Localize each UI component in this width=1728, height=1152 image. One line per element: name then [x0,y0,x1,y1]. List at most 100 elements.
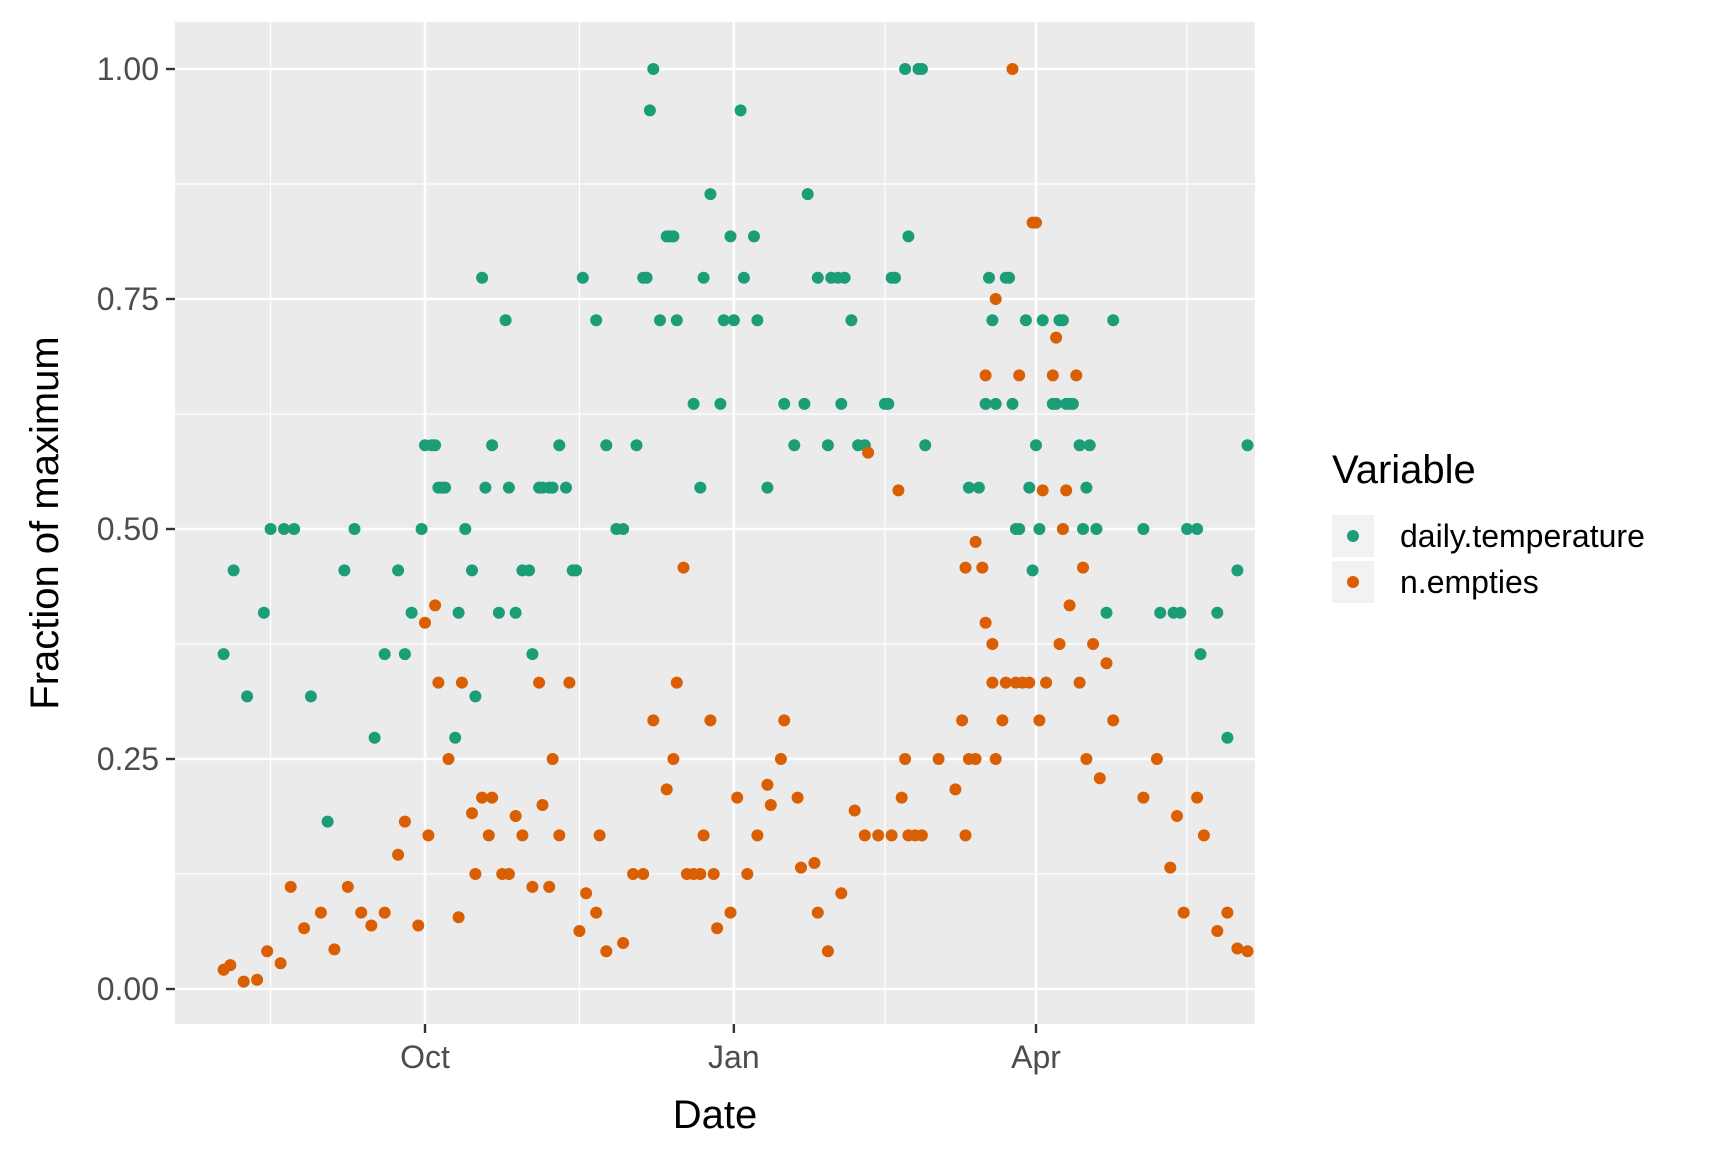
data-point [1030,439,1042,452]
data-point [452,911,465,924]
data-point [600,945,613,958]
data-point [956,714,969,727]
data-point [368,731,381,744]
data-point [969,535,982,548]
data-point [989,293,1002,305]
data-point [667,753,680,765]
data-point [449,731,462,744]
data-point [1060,484,1073,497]
data-point [711,922,724,935]
data-point [1107,714,1120,727]
data-point [778,397,791,410]
data-point [392,848,405,861]
data-point [378,906,391,919]
legend-label: n.empties [1400,564,1539,600]
data-point [237,975,250,988]
data-point [378,648,391,661]
data-point [889,271,901,284]
y-tick-label: 0.75 [97,281,159,317]
data-point [1191,523,1204,535]
data-point [570,564,583,577]
data-point [1019,314,1032,327]
data-point [523,564,536,577]
data-point [365,919,378,932]
series-daily.temperature [217,63,1254,828]
data-point [526,648,539,661]
data-point [670,676,683,689]
legend-label: daily.temperature [1400,518,1645,554]
data-point [915,829,928,842]
data-point [798,397,811,410]
data-point [429,599,442,612]
data-point [1221,906,1234,919]
data-point [902,230,915,243]
data-point [429,439,442,452]
data-point [731,791,744,804]
data-point [617,523,630,535]
legend-title: Variable [1332,448,1476,492]
data-point [667,230,680,243]
data-point [590,314,603,327]
data-point [1050,331,1063,344]
data-point [1211,925,1224,937]
data-point [858,829,871,842]
data-point [1006,397,1019,410]
data-point [761,778,774,791]
data-point [321,815,334,828]
data-point [536,799,549,811]
data-point [764,799,777,811]
data-point [217,648,230,661]
data-point [348,523,361,535]
data-point [526,880,539,893]
data-point [580,887,593,900]
data-point [821,945,834,958]
data-point [677,561,690,574]
data-point [885,829,898,842]
data-point [560,481,572,494]
legend-items: daily.temperature n.empties [1332,515,1645,603]
data-point [1154,606,1167,619]
data-point [999,676,1012,689]
data-point [670,314,683,327]
data-point [405,606,418,619]
data-point [932,753,945,765]
data-point [288,523,301,535]
data-point [398,815,411,828]
data-point [727,314,740,327]
data-point [694,868,707,880]
data-point [304,690,317,703]
data-point [899,753,912,765]
data-point [1164,861,1177,874]
data-point [553,439,566,452]
data-point [1077,561,1089,574]
data-point [704,714,717,727]
data-point [432,676,445,689]
data-point [1231,942,1244,955]
data-point [734,104,747,117]
data-point [1177,906,1190,919]
data-point [298,922,311,935]
data-point [593,829,606,842]
data-point [422,829,435,842]
data-point [647,63,660,75]
data-point [704,188,717,201]
data-point [989,753,1002,765]
data-point [983,271,995,284]
data-point [338,564,351,577]
data-point [1040,676,1053,689]
data-point [553,829,566,842]
data-point [1174,606,1187,619]
y-axis-title: Fraction of maximum [23,336,67,709]
data-point [1033,523,1046,535]
data-point [1073,676,1086,689]
y-tick-label: 0.25 [97,741,159,777]
data-point [486,791,499,804]
data-point [261,945,274,958]
data-point [959,829,972,842]
data-point [314,906,327,919]
data-point [862,446,875,459]
data-point [795,861,807,874]
data-point [915,63,928,75]
